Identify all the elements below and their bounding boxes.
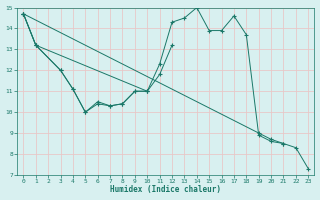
X-axis label: Humidex (Indice chaleur): Humidex (Indice chaleur) [110,185,221,194]
